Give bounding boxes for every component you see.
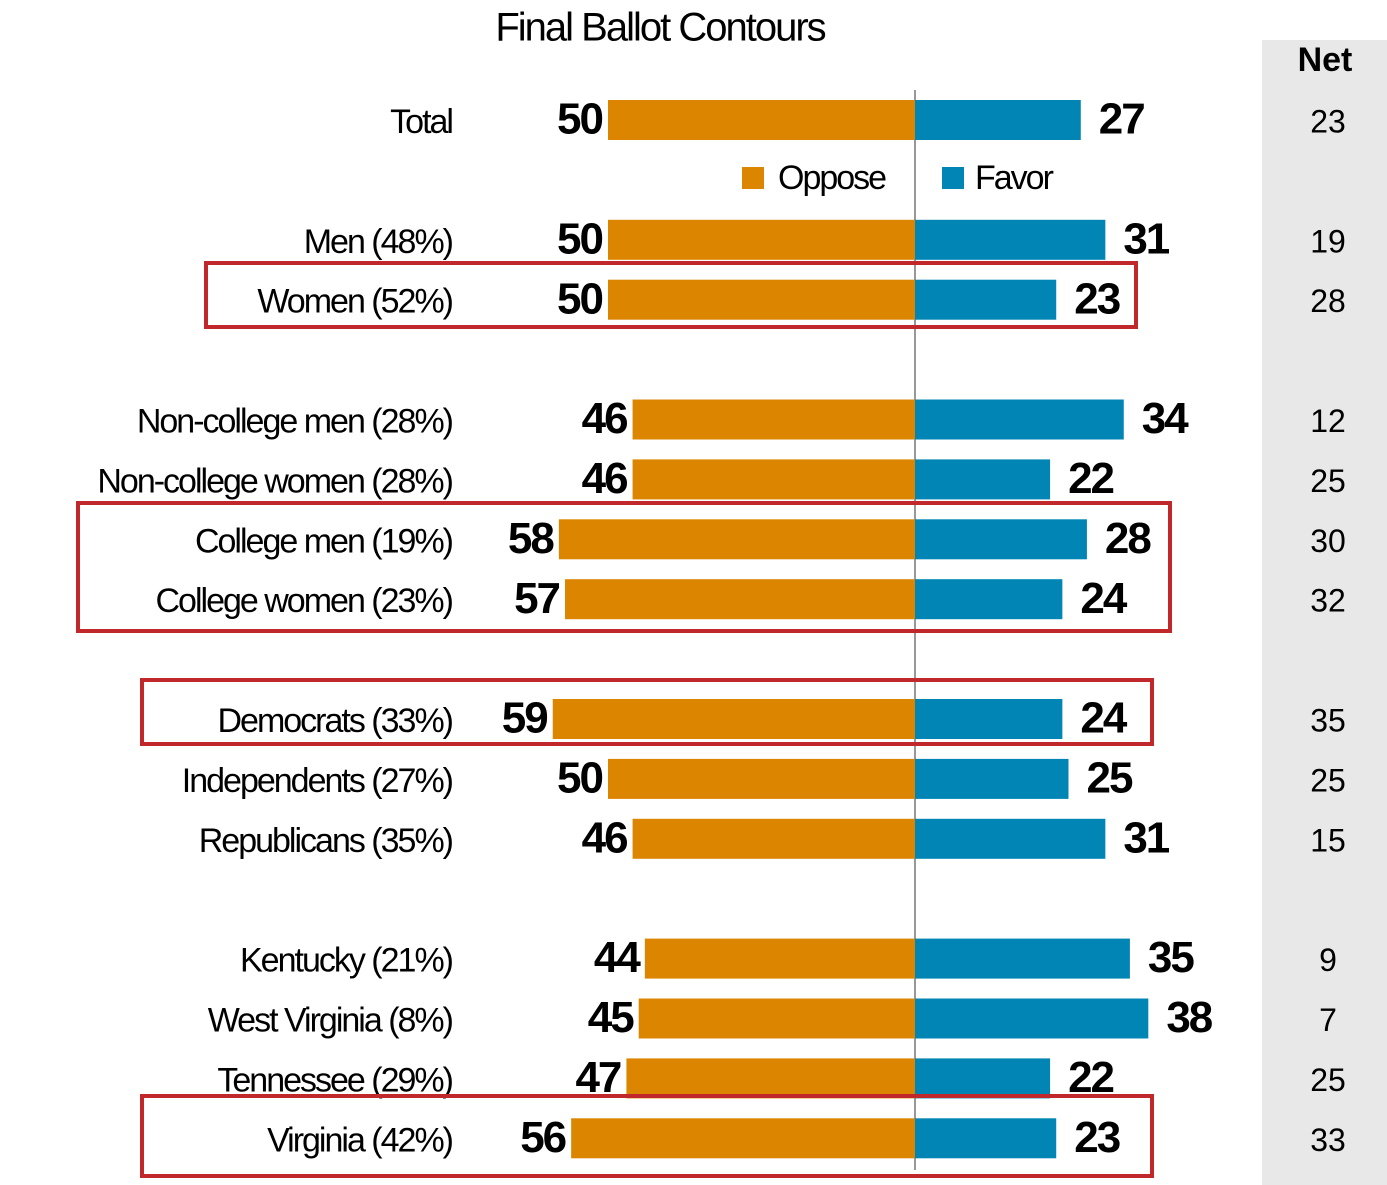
- value-label: 58: [508, 514, 554, 563]
- bar: [632, 818, 915, 859]
- net-value: 32: [1310, 583, 1346, 619]
- highlight-box: [76, 501, 1172, 633]
- category-label: Men (48%): [304, 223, 453, 261]
- bar: [608, 758, 915, 799]
- value-label: 24: [1080, 694, 1127, 743]
- bar: [558, 519, 915, 560]
- legend-label: Favor: [975, 159, 1054, 197]
- category-label: Independents (27%): [182, 762, 453, 800]
- category-label: Tennessee (29%): [217, 1061, 452, 1099]
- value-label: 25: [1087, 754, 1133, 803]
- value-label: 45: [588, 993, 634, 1042]
- value-label: 44: [594, 933, 641, 982]
- category-label: Republicans (35%): [199, 822, 453, 860]
- bar: [608, 279, 915, 320]
- bar: [552, 699, 915, 739]
- net-value: 9: [1319, 942, 1337, 978]
- value-label: 46: [582, 394, 627, 443]
- bar: [608, 100, 915, 140]
- value-label: 50: [557, 214, 602, 263]
- category-label: Democrats (33%): [217, 702, 452, 740]
- value-label: 31: [1123, 813, 1169, 862]
- bar: [571, 1118, 915, 1159]
- category-label: Women (52%): [257, 283, 452, 321]
- category-label: Non-college men (28%): [137, 402, 453, 440]
- value-label: 38: [1166, 993, 1212, 1042]
- net-value: 25: [1310, 762, 1346, 798]
- category-label: College women (23%): [156, 582, 453, 620]
- chart-title: Final Ballot Contours: [495, 6, 825, 50]
- value-label: 46: [582, 813, 627, 862]
- marks: Total 50 27 23 Men (48%) 50 31 19 Women (52%) 50 2…: [97, 95, 1345, 1162]
- value-label: 22: [1068, 454, 1113, 503]
- value-label: 28: [1105, 514, 1151, 563]
- bar: [632, 459, 915, 500]
- bar: [608, 219, 915, 260]
- net-value: 35: [1310, 702, 1346, 738]
- category-label: West Virginia (8%): [208, 1001, 453, 1039]
- value-label: 23: [1074, 1113, 1119, 1162]
- net-value: 15: [1310, 822, 1346, 858]
- net-header: Net: [1298, 41, 1353, 79]
- value-label: 57: [514, 574, 559, 623]
- bar: [915, 579, 1063, 620]
- value-label: 34: [1142, 394, 1189, 443]
- category-label: Kentucky (21%): [240, 942, 453, 980]
- bar: [626, 1058, 915, 1099]
- bar: [915, 998, 1149, 1039]
- net-value: 23: [1310, 103, 1346, 139]
- net-value: 30: [1310, 523, 1346, 559]
- net-value: 7: [1319, 1002, 1337, 1038]
- value-label: 47: [575, 1053, 620, 1102]
- bar: [915, 100, 1081, 140]
- highlight-box: [140, 1094, 1154, 1178]
- net-value: 19: [1310, 223, 1346, 259]
- bar: [565, 579, 915, 620]
- net-value: 33: [1310, 1122, 1346, 1158]
- bar: [915, 758, 1069, 799]
- bar: [915, 519, 1087, 560]
- highlight-box: [204, 261, 1138, 329]
- net-value: 12: [1310, 403, 1346, 439]
- category-label: Total: [390, 103, 452, 141]
- category-label: College men (19%): [195, 522, 453, 560]
- value-label: 50: [557, 274, 602, 323]
- net-value: 25: [1310, 1062, 1346, 1098]
- value-label: 27: [1099, 95, 1144, 144]
- bar: [915, 1058, 1051, 1099]
- legend-swatch: [742, 167, 764, 189]
- highlight-box: [140, 678, 1154, 746]
- value-label: 50: [557, 754, 602, 803]
- bar: [915, 1118, 1057, 1159]
- category-label: Non-college women (28%): [97, 462, 452, 500]
- value-label: 50: [557, 95, 602, 144]
- value-label: 22: [1068, 1053, 1113, 1102]
- value-label: 46: [582, 454, 627, 503]
- bar: [915, 818, 1106, 859]
- bar: [915, 699, 1063, 739]
- value-label: 23: [1074, 274, 1119, 323]
- bar: [915, 219, 1106, 260]
- net-value: 28: [1310, 283, 1346, 319]
- bar: [644, 938, 915, 979]
- legend-label: Oppose: [778, 159, 886, 197]
- bar: [915, 938, 1130, 979]
- net-value: 25: [1310, 463, 1346, 499]
- value-label: 35: [1148, 933, 1194, 982]
- net-column: [1262, 40, 1387, 1185]
- value-label: 56: [520, 1113, 565, 1162]
- bar: [638, 998, 915, 1039]
- bar: [915, 399, 1124, 440]
- bar: [915, 279, 1057, 320]
- legend-swatch: [942, 167, 964, 189]
- bar: [915, 459, 1051, 500]
- category-label: Virginia (42%): [267, 1121, 453, 1159]
- value-label: 59: [502, 694, 547, 743]
- value-label: 24: [1080, 574, 1127, 623]
- value-label: 31: [1123, 214, 1169, 263]
- bar: [632, 399, 915, 440]
